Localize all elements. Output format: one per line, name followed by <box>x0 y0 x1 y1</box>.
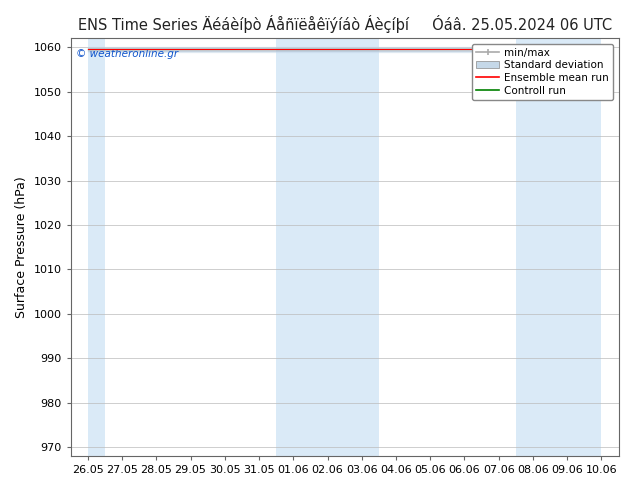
Title: ENS Time Series Äéáèíþò Áåñïëåêïýíáò Áèçíþí     Óáâ. 25.05.2024 06 UTC: ENS Time Series Äéáèíþò Áåñïëåêïýíáò Áèç… <box>77 15 612 33</box>
Bar <box>585 38 602 456</box>
Text: © weatheronline.gr: © weatheronline.gr <box>76 49 178 59</box>
Y-axis label: Surface Pressure (hPa): Surface Pressure (hPa) <box>15 176 28 318</box>
Bar <box>88 38 105 456</box>
Bar <box>516 38 550 456</box>
Bar <box>550 38 585 456</box>
Legend: min/max, Standard deviation, Ensemble mean run, Controll run: min/max, Standard deviation, Ensemble me… <box>472 44 613 99</box>
Bar <box>345 38 379 456</box>
Bar <box>311 38 345 456</box>
Bar <box>276 38 311 456</box>
